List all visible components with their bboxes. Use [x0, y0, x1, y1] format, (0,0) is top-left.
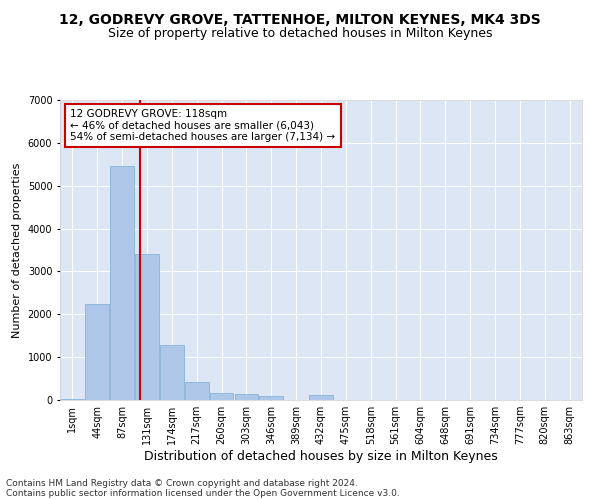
- Bar: [160, 345, 184, 400]
- Bar: [210, 392, 233, 400]
- Text: Contains public sector information licensed under the Open Government Licence v3: Contains public sector information licen…: [6, 488, 400, 498]
- Text: Contains HM Land Registry data © Crown copyright and database right 2024.: Contains HM Land Registry data © Crown c…: [6, 478, 358, 488]
- X-axis label: Distribution of detached houses by size in Milton Keynes: Distribution of detached houses by size …: [144, 450, 498, 463]
- Bar: [235, 394, 258, 400]
- Bar: [110, 166, 134, 400]
- Bar: [259, 396, 283, 400]
- Bar: [309, 396, 333, 400]
- Text: Size of property relative to detached houses in Milton Keynes: Size of property relative to detached ho…: [108, 28, 492, 40]
- Bar: [185, 382, 209, 400]
- Text: 12 GODREVY GROVE: 118sqm
← 46% of detached houses are smaller (6,043)
54% of sem: 12 GODREVY GROVE: 118sqm ← 46% of detach…: [70, 109, 335, 142]
- Bar: [85, 304, 109, 400]
- Y-axis label: Number of detached properties: Number of detached properties: [12, 162, 22, 338]
- Bar: [61, 398, 84, 400]
- Bar: [135, 254, 159, 400]
- Text: 12, GODREVY GROVE, TATTENHOE, MILTON KEYNES, MK4 3DS: 12, GODREVY GROVE, TATTENHOE, MILTON KEY…: [59, 12, 541, 26]
